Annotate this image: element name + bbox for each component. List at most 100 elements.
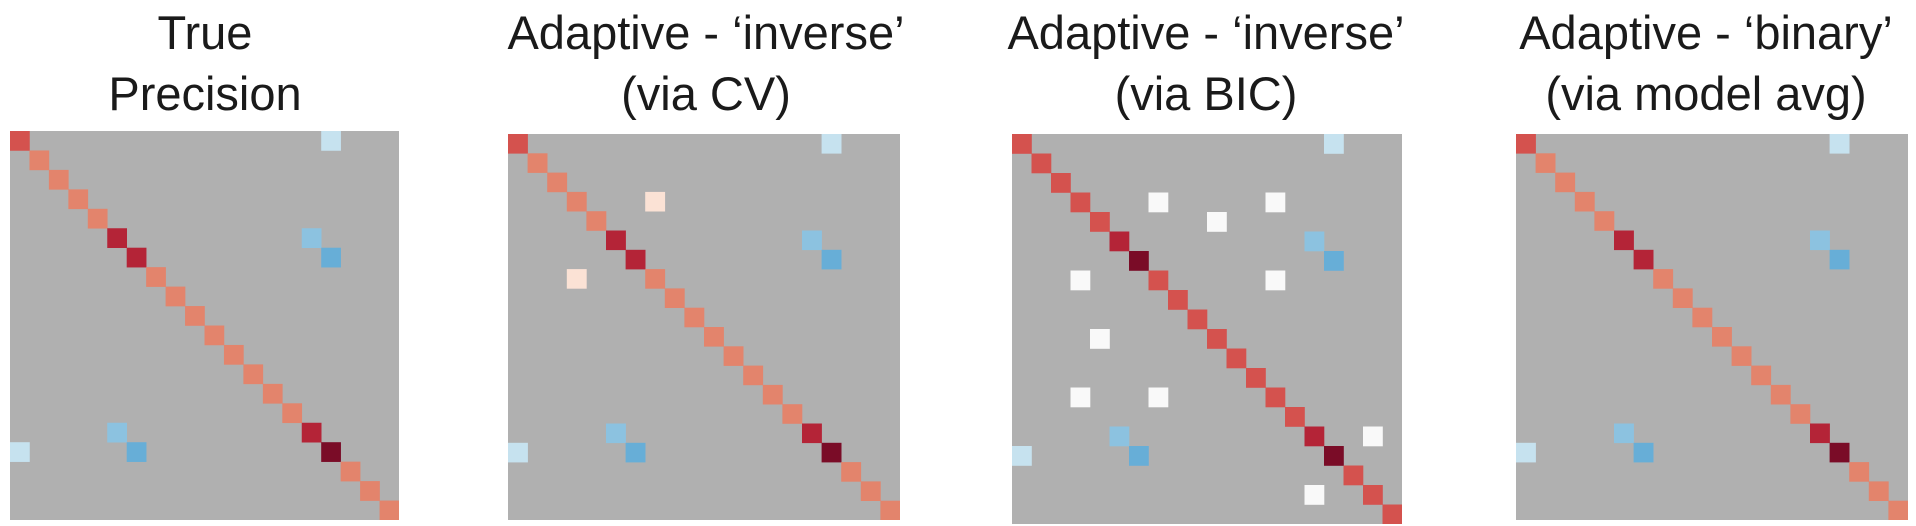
heatmap-diagonal-cell	[1574, 191, 1595, 212]
panel-adaptive-inverse-cv: Adaptive - ‘inverse’ (via CV)	[486, 0, 926, 526]
heatmap-diagonal-cell	[1516, 134, 1536, 154]
heatmap	[1516, 134, 1908, 520]
heatmap-offdiag-cell	[1324, 251, 1344, 271]
heatmap-diagonal-cell	[606, 230, 626, 251]
heatmap-offdiag-cell	[1516, 442, 1536, 463]
heatmap-diagonal-cell	[1265, 387, 1286, 408]
heatmap-diagonal-cell	[841, 462, 862, 482]
heatmap-diagonal-cell	[1051, 173, 1071, 193]
heatmap-diagonal-cell	[1712, 327, 1732, 347]
panel-title-line-1: Adaptive - ‘inverse’	[1007, 6, 1405, 59]
heatmap-offdiag-cell	[10, 442, 30, 462]
heatmap-svg	[10, 131, 399, 520]
heatmap-svg	[1012, 134, 1402, 524]
heatmap-diagonal-cell	[87, 208, 108, 229]
heatmap-diagonal-cell	[1614, 230, 1634, 251]
heatmap-diagonal-cell	[782, 404, 803, 424]
heatmap-offdiag-cell	[1070, 270, 1091, 291]
heatmap-diagonal-cell	[1207, 329, 1227, 349]
heatmap-offdiag-cell	[1129, 446, 1149, 466]
heatmap-offdiag-cell	[625, 442, 646, 463]
heatmap-offdiag-cell	[1633, 442, 1654, 463]
heatmap-diagonal-cell	[1672, 288, 1693, 308]
heatmap-offdiag-cell	[821, 249, 842, 270]
heatmap-diagonal-cell	[1304, 426, 1325, 447]
heatmap-diagonal-cell	[1031, 153, 1052, 174]
heatmap-offdiag-cell	[1304, 485, 1325, 505]
heatmap-diagonal-cell	[723, 346, 744, 366]
heatmap-offdiag-cell	[321, 247, 341, 268]
heatmap-diagonal-cell	[1090, 212, 1110, 232]
heatmap-diagonal-cell	[1324, 446, 1344, 466]
heatmap-offdiag-cell	[1070, 387, 1091, 408]
heatmap-diagonal-cell	[1109, 231, 1130, 252]
heatmap-offdiag-cell	[1810, 230, 1830, 251]
panel-title-line-2: (via CV)	[621, 67, 791, 120]
heatmap-diagonal-cell	[1285, 407, 1305, 427]
heatmap-diagonal-cell	[204, 325, 225, 346]
heatmap-diagonal-cell	[1555, 172, 1576, 193]
heatmap-diagonal-cell	[223, 344, 244, 365]
heatmap-diagonal-cell	[1829, 442, 1850, 463]
heatmap-diagonal-cell	[29, 150, 50, 171]
heatmap-diagonal-cell	[684, 307, 705, 328]
panel-title-line-2: (via BIC)	[1114, 67, 1298, 120]
heatmap-offdiag-cell	[1304, 231, 1325, 252]
panel-title: Adaptive - ‘binary’ (via model avg)	[1496, 2, 1916, 124]
heatmap-diagonal-cell	[1888, 500, 1908, 520]
heatmap-diagonal-cell	[821, 442, 842, 463]
panel-title-line-1: True	[157, 6, 253, 59]
heatmap-diagonal-cell	[547, 172, 568, 193]
heatmap-offdiag-cell	[1265, 192, 1286, 213]
heatmap-diagonal-cell	[645, 269, 666, 289]
heatmap-offdiag-cell	[107, 422, 127, 443]
heatmap-diagonal-cell	[360, 481, 380, 501]
heatmap-diagonal-cell	[1012, 134, 1032, 154]
panel-title-line-1: Adaptive - ‘inverse’	[507, 6, 905, 59]
heatmap-offdiag-cell	[1363, 426, 1383, 447]
heatmap-diagonal-cell	[1168, 290, 1188, 310]
heatmap-diagonal-cell	[880, 500, 900, 520]
heatmap-diagonal-cell	[743, 365, 764, 386]
heatmap-diagonal-cell	[1731, 346, 1752, 366]
heatmap-offdiag-cell	[1090, 329, 1110, 349]
panel-title: True Precision	[0, 2, 410, 124]
heatmap-diagonal-cell	[1226, 348, 1247, 369]
heatmap	[508, 134, 900, 520]
heatmap-offdiag-cell	[821, 134, 842, 154]
heatmap-diagonal-cell	[1868, 481, 1889, 501]
panel-adaptive-inverse-bic: Adaptive - ‘inverse’ (via BIC)	[986, 0, 1426, 526]
heatmap-diagonal-cell	[48, 169, 69, 190]
heatmap-diagonal-cell	[282, 403, 303, 424]
heatmap-offdiag-cell	[1614, 423, 1634, 444]
heatmap-diagonal-cell	[1246, 368, 1266, 388]
heatmap-diagonal-cell	[1129, 251, 1149, 271]
heatmap-diagonal-cell	[860, 481, 881, 501]
heatmap-diagonal-cell	[704, 327, 724, 347]
heatmap-diagonal-cell	[566, 191, 587, 212]
heatmap-diagonal-cell	[1363, 485, 1383, 505]
heatmap-diagonal-cell	[1770, 384, 1791, 405]
heatmap-offdiag-cell	[1265, 270, 1286, 291]
heatmap-diagonal-cell	[625, 249, 646, 270]
heatmap-diagonal-cell	[1382, 504, 1402, 524]
heatmap-offdiag-cell	[1012, 446, 1032, 466]
heatmap-diagonal-cell	[321, 442, 341, 462]
heatmap-diagonal-cell	[1653, 269, 1674, 289]
heatmap-diagonal-cell	[762, 384, 783, 405]
heatmap-diagonal-cell	[126, 247, 147, 268]
heatmap-offdiag-cell	[1109, 426, 1130, 447]
heatmap-offdiag-cell	[301, 228, 322, 248]
heatmap	[10, 131, 399, 520]
heatmap-diagonal-cell	[1535, 153, 1556, 173]
heatmap-offdiag-cell	[645, 191, 666, 212]
heatmap-offdiag-cell	[1829, 249, 1850, 270]
heatmap-diagonal-cell	[1849, 462, 1870, 482]
heatmap-svg	[1516, 134, 1908, 520]
heatmap-svg	[508, 134, 900, 520]
heatmap-diagonal-cell	[1810, 423, 1830, 444]
heatmap-diagonal-cell	[165, 286, 186, 307]
heatmap-diagonal-cell	[68, 189, 89, 210]
heatmap-diagonal-cell	[1070, 192, 1091, 213]
heatmap-diagonal-cell	[1751, 365, 1772, 386]
